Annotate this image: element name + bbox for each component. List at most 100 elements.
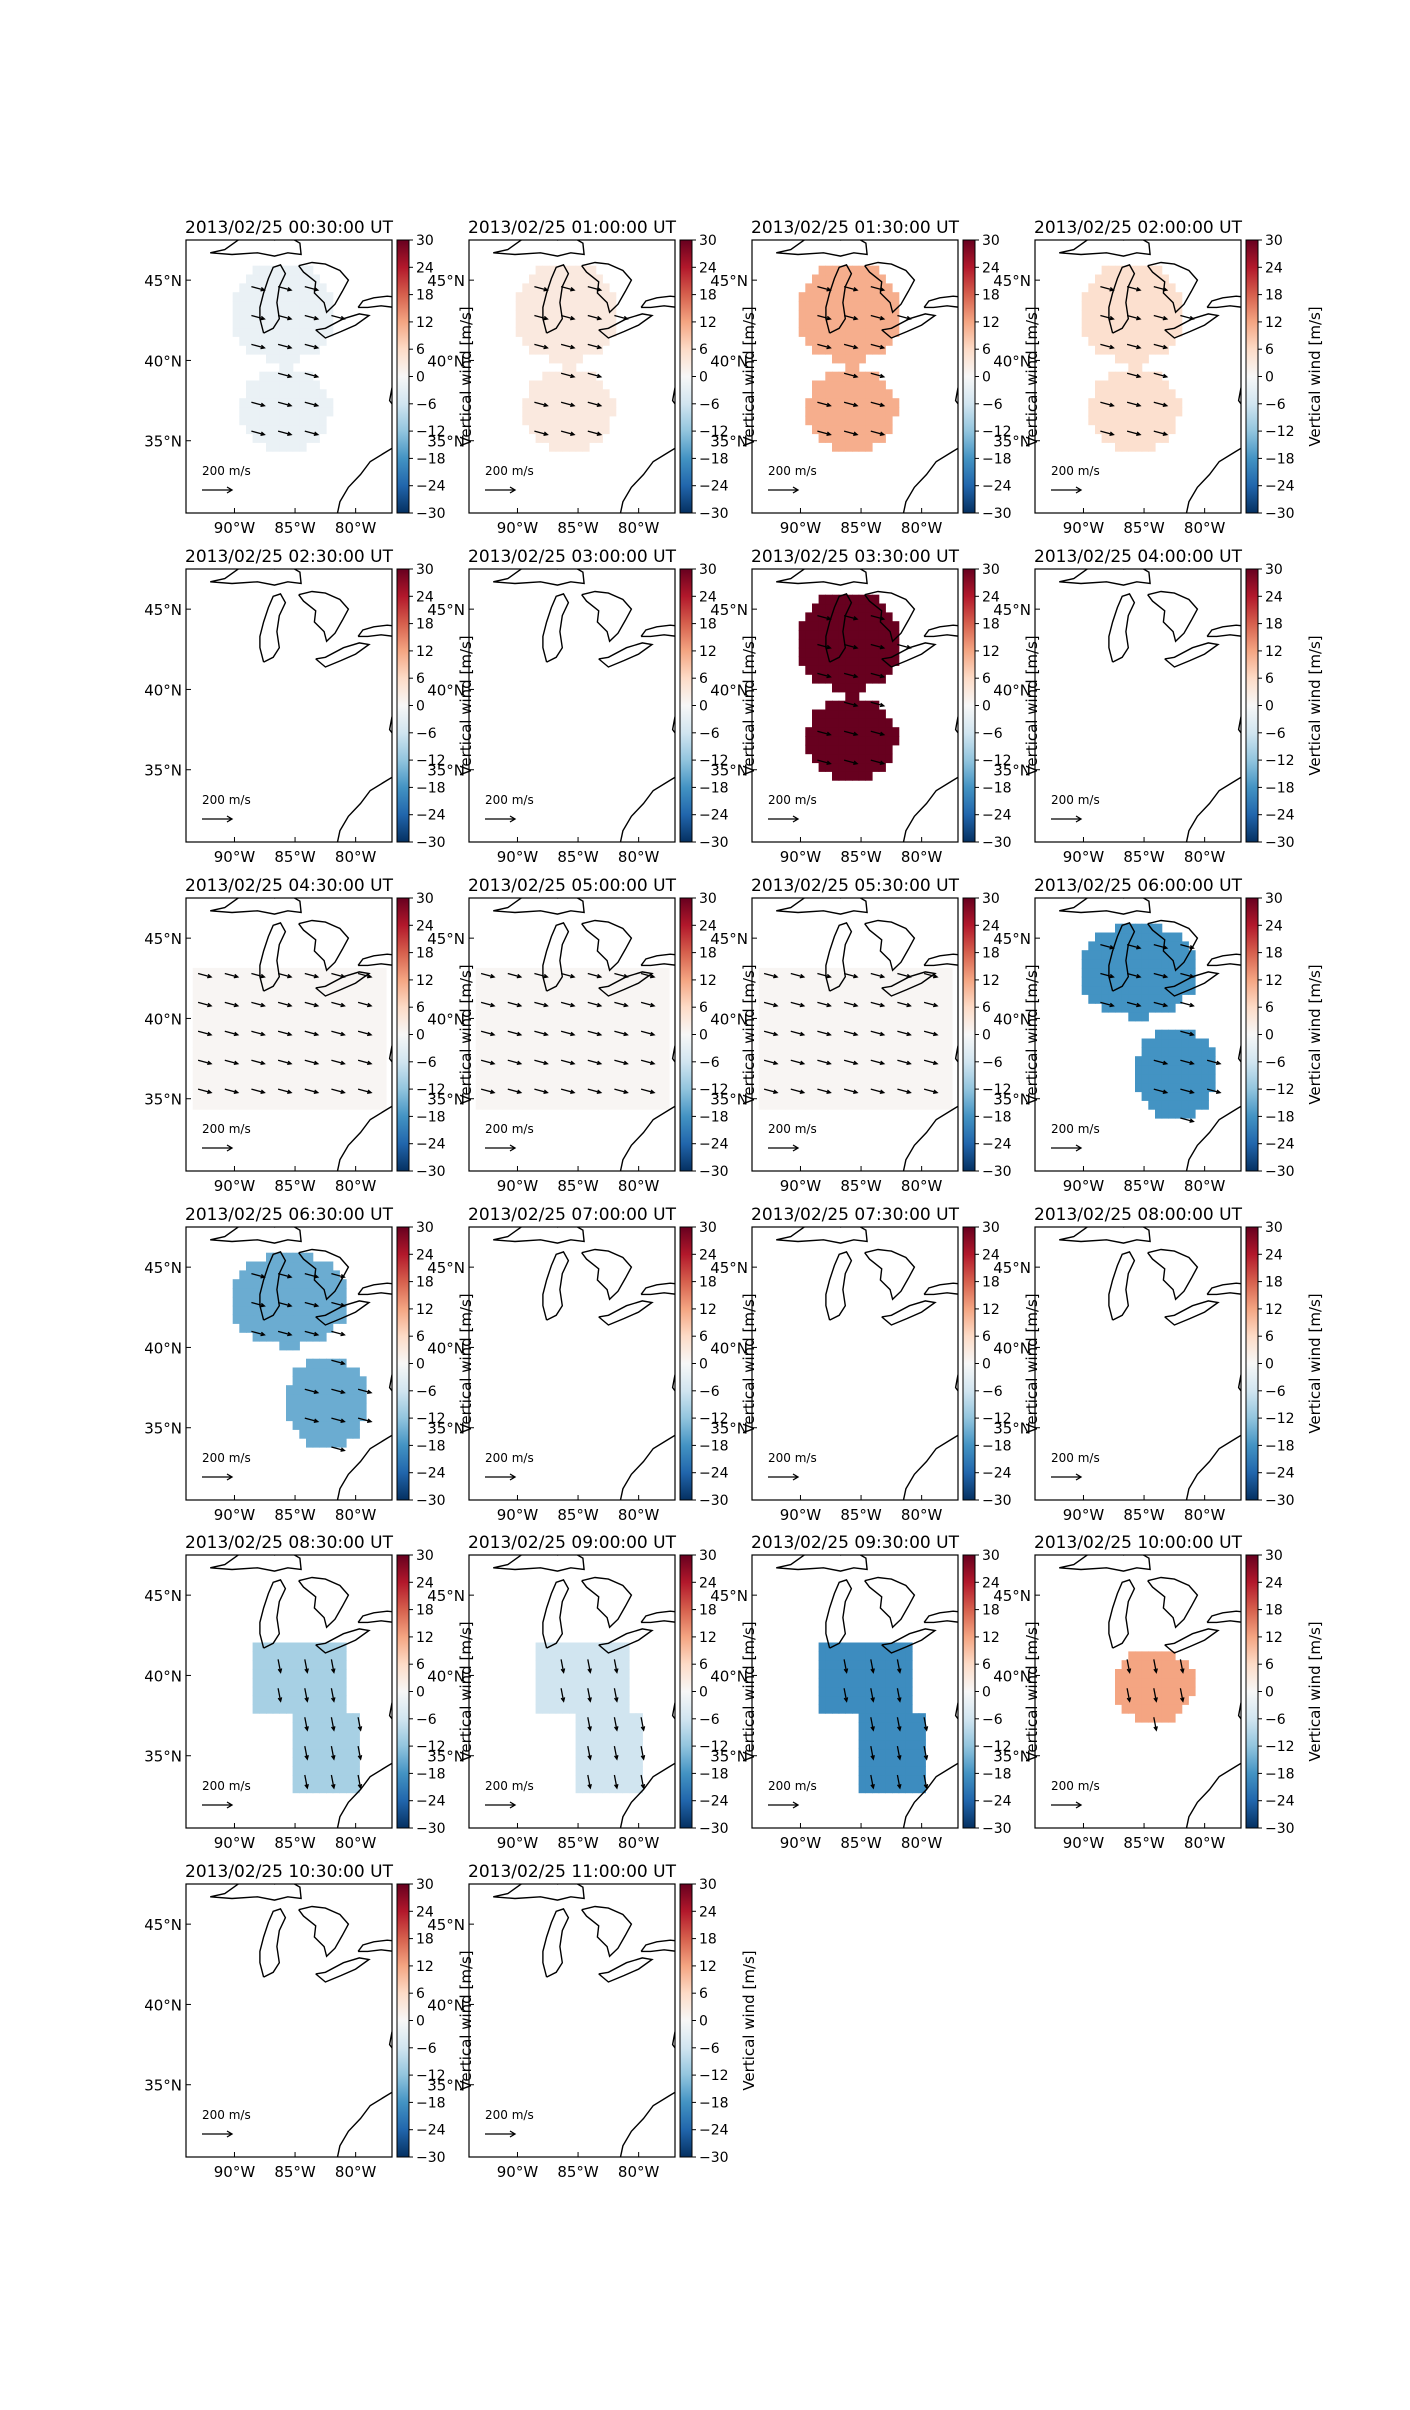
lon-tick-label: 90°W	[497, 1834, 539, 1852]
wind-cell	[589, 1669, 597, 1679]
wind-cell	[898, 1100, 906, 1110]
wind-cell	[266, 1669, 274, 1679]
wind-cell	[838, 309, 846, 320]
wind-cell	[852, 265, 860, 276]
lon-tick-label: 80°W	[901, 1834, 943, 1852]
colorbar-tick-label: 12	[1265, 973, 1283, 989]
wind-cell	[878, 345, 886, 355]
wind-cell	[878, 603, 886, 613]
wind-cell	[226, 1082, 234, 1093]
wind-arrow	[897, 643, 912, 650]
wind-cell	[292, 1669, 300, 1679]
wind-cell	[852, 744, 860, 755]
wind-cell	[266, 1642, 274, 1652]
wind-arrow	[304, 1001, 320, 1008]
wind-cell	[1175, 1047, 1183, 1057]
wind-cell	[595, 1020, 603, 1031]
wind-arrow	[614, 1059, 629, 1066]
reference-arrow	[202, 1801, 234, 1809]
wind-cell	[838, 638, 846, 649]
wind-cell	[226, 985, 234, 995]
wind-cell	[266, 1332, 274, 1342]
wind-cell	[812, 985, 820, 995]
wind-cell	[1121, 1695, 1129, 1705]
wind-cell	[832, 1091, 840, 1101]
reference-arrow-label: 200 m/s	[202, 1122, 251, 1136]
wind-cell	[805, 967, 813, 978]
wind-cell	[595, 336, 603, 346]
wind-cell	[359, 1082, 367, 1093]
colorbar-tick-label: 24	[982, 1247, 1000, 1263]
wind-cell	[1135, 1056, 1143, 1066]
wind-cell	[582, 1766, 590, 1776]
wind-cell	[339, 1385, 347, 1395]
wind-cell	[279, 1279, 287, 1289]
axes-frame	[185, 1554, 393, 1829]
wind-cell	[515, 1047, 523, 1057]
wind-cell	[772, 1073, 780, 1084]
wind-cell	[299, 1730, 307, 1741]
wind-cell	[246, 967, 254, 978]
wind-cell	[522, 994, 530, 1004]
wind-cell	[372, 994, 380, 1004]
wind-cell	[805, 1038, 813, 1048]
wind-cell	[339, 1279, 347, 1289]
wind-cell	[898, 967, 906, 978]
wind-cell	[1081, 309, 1089, 320]
wind-cell	[925, 994, 933, 1004]
wind-cell	[272, 1695, 280, 1705]
wind-cell	[818, 1038, 826, 1048]
lake-superior	[1059, 898, 1151, 915]
wind-cell	[272, 442, 280, 452]
wind-cell	[609, 1651, 617, 1661]
wind-cell	[326, 327, 334, 337]
wind-cell	[798, 309, 806, 320]
wind-cell	[529, 1003, 537, 1013]
wind-cell	[252, 274, 260, 284]
wind-cell	[838, 1047, 846, 1057]
wind-cell	[1141, 1038, 1149, 1048]
wind-cell	[372, 1012, 380, 1022]
wind-cell	[838, 1651, 846, 1661]
wind-cell	[1115, 959, 1123, 969]
wind-cell	[312, 1073, 320, 1084]
wind-cell	[346, 985, 354, 995]
wind-cell	[502, 1012, 510, 1022]
wind-cell	[1161, 398, 1169, 408]
wind-cell	[319, 1270, 327, 1280]
wind-cell	[299, 380, 307, 390]
wind-cell	[272, 424, 280, 435]
axes-frame	[468, 568, 676, 843]
wind-cell	[912, 1775, 920, 1785]
colorbar-tick-label: 30	[699, 891, 717, 907]
wind-cell	[1115, 976, 1123, 987]
wind-cell	[286, 433, 294, 443]
wind-arrow	[923, 1088, 939, 1094]
wind-cell	[555, 1686, 563, 1697]
wind-cell	[319, 976, 327, 987]
lake-superior	[210, 240, 302, 257]
wind-cell	[192, 1073, 200, 1084]
wind-cell	[918, 1047, 926, 1057]
wind-cell	[858, 1677, 866, 1688]
wind-cell	[622, 1091, 630, 1101]
lake-superior	[493, 240, 585, 257]
wind-cell	[865, 1056, 873, 1066]
colorbar-tick-label: 0	[699, 1028, 708, 1044]
wind-cell	[306, 1003, 314, 1013]
wind-cell	[319, 967, 327, 978]
wind-cell	[212, 1047, 220, 1057]
wind-cell	[299, 1420, 307, 1430]
wind-cell	[589, 994, 597, 1004]
wind-cell	[662, 1020, 670, 1031]
wind-cell	[825, 709, 833, 719]
wind-arrow	[870, 314, 886, 321]
wind-cell	[1195, 1056, 1203, 1066]
wind-cell	[812, 1029, 820, 1040]
wind-cell	[785, 985, 793, 995]
wind-cell	[515, 318, 523, 329]
wind-cell	[832, 612, 840, 622]
wind-cell	[482, 994, 490, 1004]
wind-cell	[326, 1642, 334, 1652]
wind-arrow	[304, 1417, 320, 1423]
